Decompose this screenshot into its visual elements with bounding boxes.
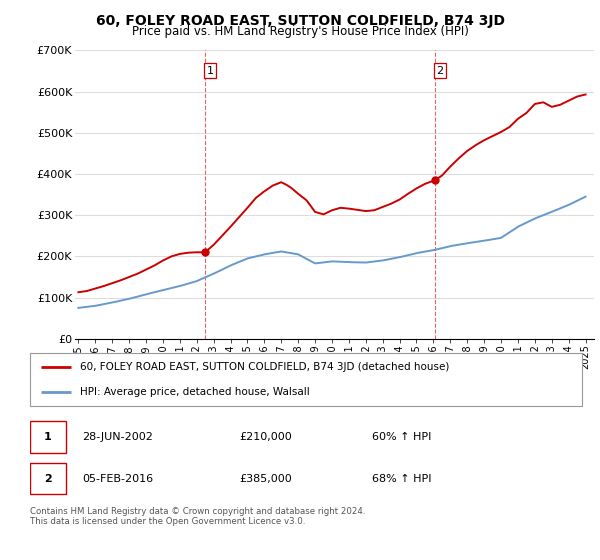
Text: 1: 1: [44, 432, 52, 442]
Text: 60% ↑ HPI: 60% ↑ HPI: [372, 432, 431, 442]
FancyBboxPatch shape: [30, 463, 66, 494]
Text: 60, FOLEY ROAD EAST, SUTTON COLDFIELD, B74 3JD (detached house): 60, FOLEY ROAD EAST, SUTTON COLDFIELD, B…: [80, 362, 449, 372]
FancyBboxPatch shape: [30, 421, 66, 452]
Text: 60, FOLEY ROAD EAST, SUTTON COLDFIELD, B74 3JD: 60, FOLEY ROAD EAST, SUTTON COLDFIELD, B…: [95, 14, 505, 28]
Text: HPI: Average price, detached house, Walsall: HPI: Average price, detached house, Wals…: [80, 386, 310, 396]
Text: Contains HM Land Registry data © Crown copyright and database right 2024.
This d: Contains HM Land Registry data © Crown c…: [30, 507, 365, 526]
Text: £210,000: £210,000: [240, 432, 293, 442]
Text: £385,000: £385,000: [240, 474, 293, 484]
Text: 2: 2: [436, 66, 443, 76]
Text: 1: 1: [206, 66, 214, 76]
Text: 05-FEB-2016: 05-FEB-2016: [82, 474, 154, 484]
Text: Price paid vs. HM Land Registry's House Price Index (HPI): Price paid vs. HM Land Registry's House …: [131, 25, 469, 38]
Text: 28-JUN-2002: 28-JUN-2002: [82, 432, 154, 442]
FancyBboxPatch shape: [30, 353, 582, 406]
Text: 2: 2: [44, 474, 52, 484]
Text: 68% ↑ HPI: 68% ↑ HPI: [372, 474, 432, 484]
